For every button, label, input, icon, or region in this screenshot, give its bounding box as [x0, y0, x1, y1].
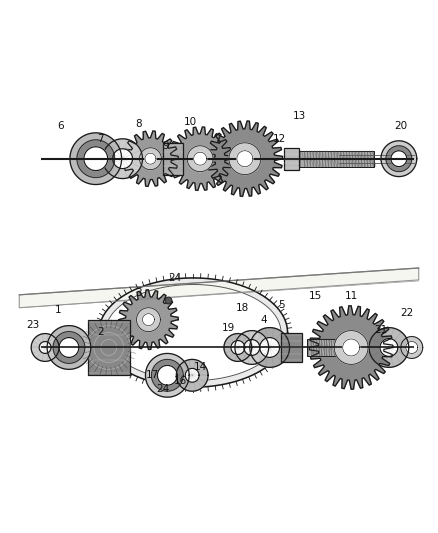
Polygon shape [31, 334, 59, 361]
Polygon shape [224, 334, 252, 361]
Polygon shape [309, 306, 393, 389]
Polygon shape [307, 338, 337, 357]
Polygon shape [187, 146, 213, 172]
Polygon shape [163, 143, 183, 175]
Polygon shape [39, 342, 51, 353]
Text: 13: 13 [293, 111, 306, 121]
Polygon shape [77, 140, 115, 177]
Polygon shape [123, 131, 178, 187]
Polygon shape [283, 148, 300, 169]
Polygon shape [229, 143, 261, 175]
Text: 9: 9 [162, 141, 169, 151]
Polygon shape [244, 340, 260, 356]
Polygon shape [145, 153, 156, 164]
Text: 6: 6 [58, 121, 64, 131]
Polygon shape [235, 330, 268, 365]
Text: 24: 24 [169, 273, 182, 283]
Text: 20: 20 [394, 121, 407, 131]
Polygon shape [119, 290, 178, 350]
Text: 22: 22 [400, 308, 413, 318]
Polygon shape [237, 151, 253, 167]
Polygon shape [99, 278, 288, 387]
Polygon shape [386, 146, 412, 172]
Polygon shape [380, 338, 398, 357]
Polygon shape [140, 148, 161, 169]
Polygon shape [406, 342, 418, 353]
Text: 18: 18 [236, 303, 250, 313]
Text: 2: 2 [97, 327, 104, 336]
Text: 19: 19 [221, 322, 235, 333]
Polygon shape [401, 336, 423, 358]
Polygon shape [176, 359, 208, 391]
Polygon shape [194, 152, 207, 165]
Polygon shape [105, 285, 281, 381]
Text: 15: 15 [309, 291, 322, 301]
Polygon shape [145, 353, 189, 397]
Text: 16: 16 [173, 376, 187, 386]
Polygon shape [157, 365, 177, 385]
Polygon shape [369, 328, 409, 367]
Polygon shape [70, 133, 122, 184]
Polygon shape [231, 341, 245, 354]
Text: 5: 5 [278, 300, 285, 310]
Text: 10: 10 [184, 117, 197, 127]
Text: 24: 24 [157, 384, 170, 394]
Text: 11: 11 [345, 291, 358, 301]
Polygon shape [300, 151, 374, 167]
Text: 23: 23 [27, 320, 40, 329]
Polygon shape [142, 314, 155, 326]
Text: 21: 21 [374, 325, 388, 335]
Text: 4: 4 [261, 314, 267, 325]
Polygon shape [343, 339, 360, 356]
Text: 14: 14 [194, 362, 207, 373]
Polygon shape [137, 308, 160, 332]
Polygon shape [185, 368, 199, 382]
Polygon shape [113, 149, 133, 168]
Polygon shape [207, 121, 283, 196]
Polygon shape [168, 127, 232, 190]
Polygon shape [59, 337, 79, 358]
Polygon shape [334, 330, 368, 365]
Text: 1: 1 [55, 305, 61, 314]
Text: 8: 8 [135, 119, 142, 129]
Polygon shape [391, 151, 407, 167]
Polygon shape [88, 320, 130, 375]
Polygon shape [84, 147, 108, 171]
Polygon shape [250, 328, 290, 367]
Polygon shape [53, 332, 85, 364]
Text: 3: 3 [135, 288, 142, 298]
Polygon shape [260, 337, 279, 358]
Polygon shape [47, 326, 91, 369]
Text: 12: 12 [273, 134, 286, 144]
Polygon shape [19, 268, 419, 308]
Polygon shape [381, 141, 417, 176]
Polygon shape [103, 139, 142, 179]
Text: 7: 7 [97, 134, 104, 144]
Polygon shape [152, 359, 183, 391]
Text: 17: 17 [146, 370, 159, 381]
Polygon shape [281, 333, 303, 362]
